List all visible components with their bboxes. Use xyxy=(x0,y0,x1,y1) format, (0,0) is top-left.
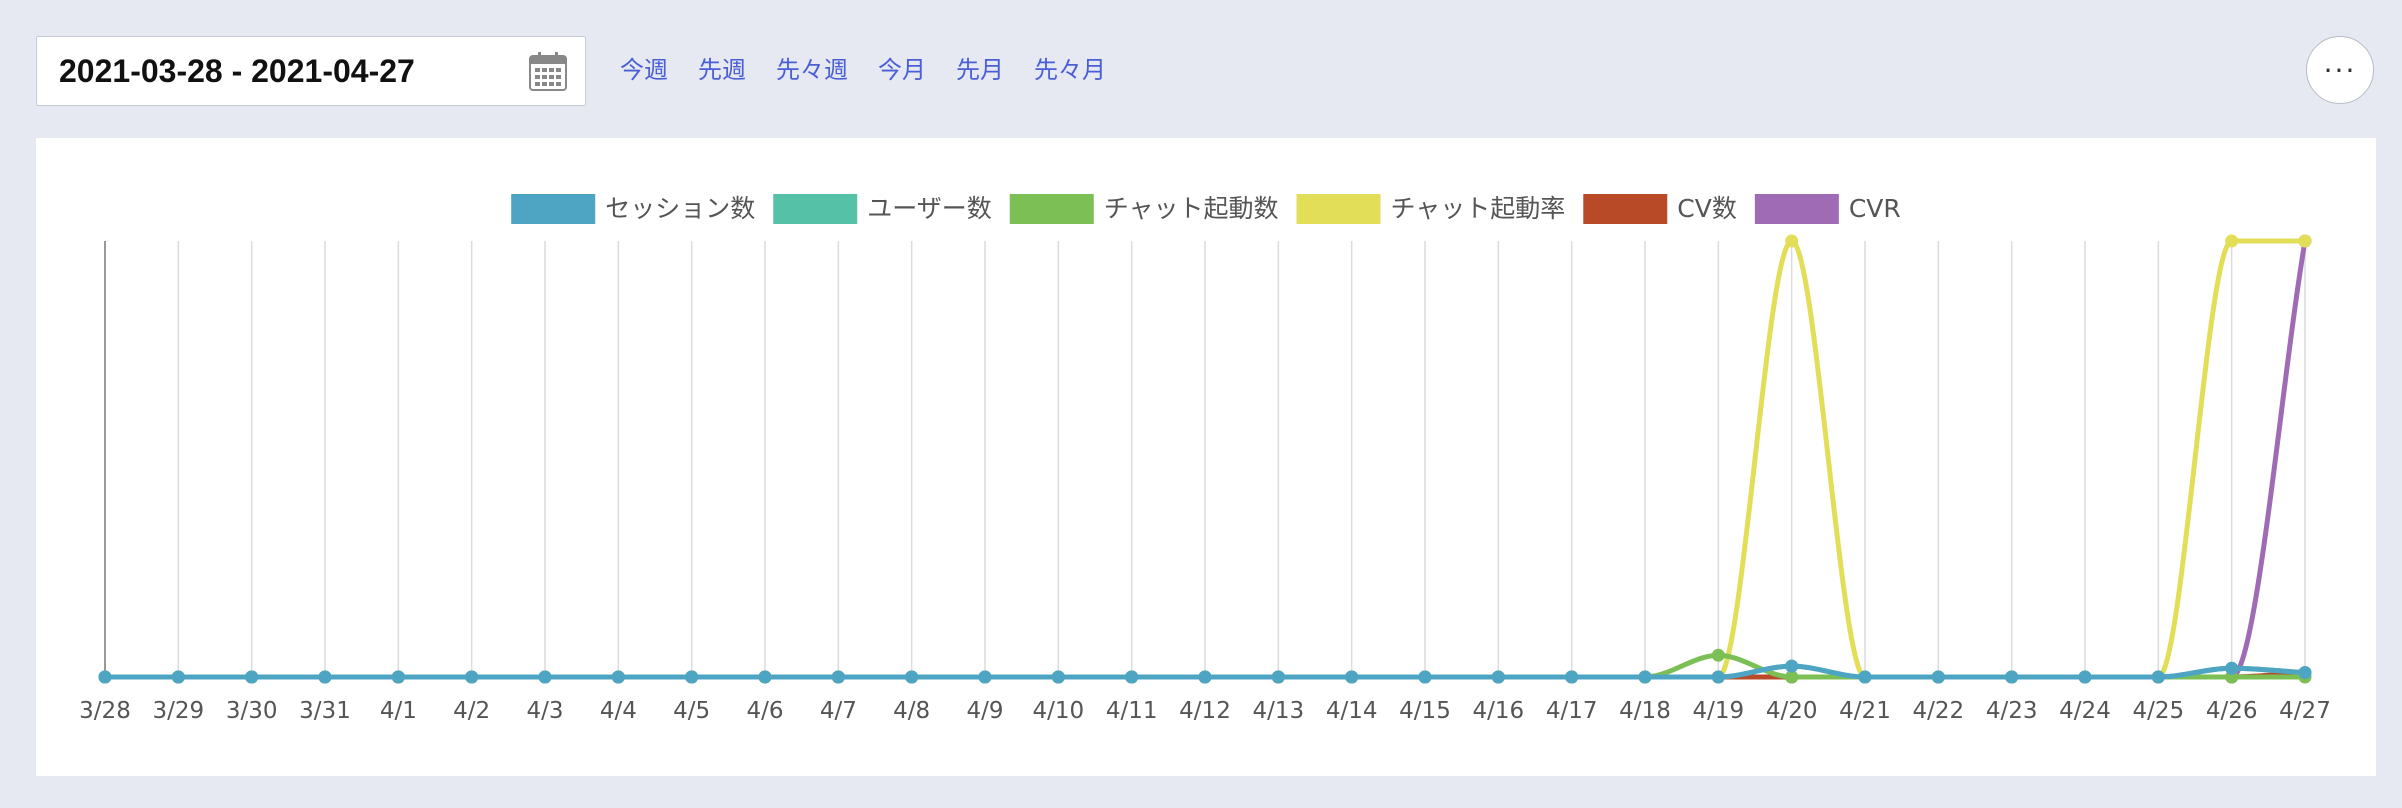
link-this-month[interactable]: 今月 xyxy=(878,56,926,84)
legend-swatch xyxy=(1009,194,1094,224)
data-point xyxy=(1785,670,1799,684)
x-tick-label: 4/15 xyxy=(1399,698,1451,724)
date-range-value: 2021-03-28 - 2021-04-27 xyxy=(59,52,415,89)
data-point xyxy=(171,670,185,684)
x-tick-label: 4/25 xyxy=(2133,698,2185,724)
x-tick-label: 4/18 xyxy=(1619,698,1671,724)
x-tick-label: 4/4 xyxy=(600,698,637,724)
data-point xyxy=(245,670,259,684)
data-point xyxy=(2298,666,2312,680)
data-point xyxy=(465,670,479,684)
data-point xyxy=(611,670,625,684)
calendar-icon[interactable] xyxy=(529,51,567,91)
x-tick-label: 3/30 xyxy=(226,698,278,724)
x-tick-label: 4/6 xyxy=(746,698,783,724)
x-tick-label: 4/21 xyxy=(1839,698,1891,724)
legend-swatch xyxy=(511,194,596,224)
data-point xyxy=(685,670,699,684)
link-two-weeks-ago[interactable]: 先々週 xyxy=(776,56,848,84)
data-point xyxy=(318,670,332,684)
legend-label: CVR xyxy=(1849,194,1901,223)
x-tick-label: 4/5 xyxy=(673,698,710,724)
data-point xyxy=(1345,670,1359,684)
x-tick-label: 4/12 xyxy=(1179,698,1231,724)
legend-label: チャット起動数 xyxy=(1104,194,1279,223)
data-point xyxy=(2225,234,2239,248)
legend-swatch xyxy=(773,194,858,224)
x-tick-label: 4/14 xyxy=(1326,698,1378,724)
x-tick-label: 4/24 xyxy=(2059,698,2111,724)
x-tick-label: 4/10 xyxy=(1033,698,1085,724)
date-range-input[interactable]: 2021-03-28 - 2021-04-27 xyxy=(36,36,586,106)
data-point xyxy=(1418,670,1432,684)
legend-swatch xyxy=(1296,194,1381,224)
data-point xyxy=(1198,670,1212,684)
x-tick-label: 4/13 xyxy=(1253,698,1305,724)
more-icon: ··· xyxy=(2323,53,2357,87)
data-point xyxy=(1565,670,1579,684)
x-tick-label: 4/11 xyxy=(1106,698,1158,724)
data-point xyxy=(831,670,845,684)
x-tick-label: 4/7 xyxy=(820,698,857,724)
data-point xyxy=(2225,661,2239,675)
x-tick-label: 4/9 xyxy=(966,698,1003,724)
data-point xyxy=(1858,670,1872,684)
chart-panel: 3/28 3/29 3/30 3/31 4/1 4/2 4/3 4/4 4/5 4/6 4/7 4/8… xyxy=(36,138,2376,776)
x-tick-label: 3/28 xyxy=(79,698,131,724)
legend-label: CV数 xyxy=(1677,194,1737,223)
data-point xyxy=(1051,670,1065,684)
data-point xyxy=(1711,648,1725,662)
data-point xyxy=(1785,659,1799,673)
data-point xyxy=(1931,670,1945,684)
quick-range-links: 今週 先週 先々週 今月 先月 先々月 xyxy=(620,50,1106,85)
data-point xyxy=(2078,670,2092,684)
x-tick-label: 3/29 xyxy=(153,698,205,724)
legend-label: チャット起動率 xyxy=(1391,194,1566,223)
legend-swatch xyxy=(1583,194,1668,224)
x-tick-label: 4/16 xyxy=(1473,698,1525,724)
data-point xyxy=(538,670,552,684)
data-point xyxy=(1491,670,1505,684)
link-last-week[interactable]: 先週 xyxy=(698,56,746,84)
link-this-week[interactable]: 今週 xyxy=(620,56,668,84)
x-tick-label: 4/8 xyxy=(893,698,930,724)
data-point xyxy=(2151,670,2165,684)
x-tick-label: 4/27 xyxy=(2279,698,2331,724)
x-tick-label: 4/17 xyxy=(1546,698,1598,724)
data-point xyxy=(905,670,919,684)
x-tick-label: 3/31 xyxy=(299,698,351,724)
data-point xyxy=(1638,670,1652,684)
data-point xyxy=(391,670,405,684)
data-point xyxy=(1711,670,1725,684)
x-tick-label: 4/26 xyxy=(2206,698,2258,724)
data-point xyxy=(98,670,112,684)
data-point xyxy=(2298,234,2312,248)
link-two-months-ago[interactable]: 先々月 xyxy=(1034,56,1106,84)
x-tick-label: 4/1 xyxy=(380,698,417,724)
data-point xyxy=(1125,670,1139,684)
data-point xyxy=(1271,670,1285,684)
x-tick-label: 4/20 xyxy=(1766,698,1818,724)
legend-swatch xyxy=(1754,194,1839,224)
link-last-month[interactable]: 先月 xyxy=(956,56,1004,84)
data-point xyxy=(978,670,992,684)
x-tick-label: 4/23 xyxy=(1986,698,2038,724)
data-point xyxy=(1785,234,1799,248)
x-tick-label: 4/2 xyxy=(453,698,490,724)
legend-label: セッション数 xyxy=(605,194,755,223)
line-chart: 3/28 3/29 3/30 3/31 4/1 4/2 4/3 4/4 4/5 4/6 4/7 4/8… xyxy=(79,194,2331,724)
x-tick-label: 4/19 xyxy=(1693,698,1745,724)
x-tick-label: 4/22 xyxy=(1913,698,1965,724)
data-point xyxy=(2005,670,2019,684)
x-tick-label: 4/3 xyxy=(526,698,563,724)
data-point xyxy=(758,670,772,684)
legend-label: ユーザー数 xyxy=(867,194,992,223)
more-options-button[interactable]: ··· xyxy=(2306,36,2374,104)
